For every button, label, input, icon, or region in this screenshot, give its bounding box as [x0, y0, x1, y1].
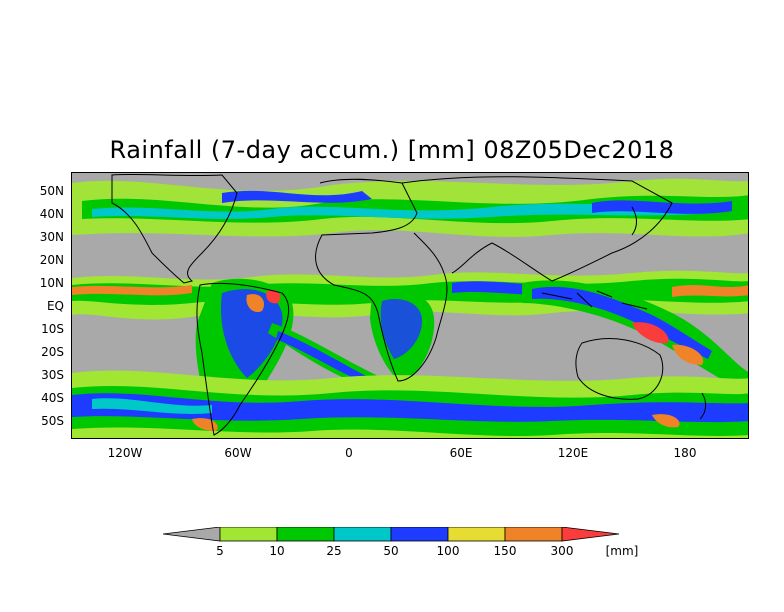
color-legend	[163, 527, 620, 542]
lat-label: 10S	[41, 322, 64, 336]
legend-swatch	[333, 527, 392, 542]
lat-label: 20N	[39, 253, 64, 267]
lon-label: 60E	[449, 446, 473, 460]
lat-label: 40N	[39, 207, 64, 221]
rainfall-field	[72, 173, 748, 438]
lat-label: EQ	[46, 299, 64, 313]
legend-swatch	[504, 527, 563, 542]
legend-label: 25	[326, 544, 342, 558]
legend-label: 300	[550, 544, 574, 558]
legend-label: 50	[383, 544, 399, 558]
legend-label: 5	[216, 544, 224, 558]
lat-label: 30S	[41, 368, 64, 382]
lon-label: 60W	[224, 446, 252, 460]
legend-swatch	[276, 527, 335, 542]
lon-label: 120E	[557, 446, 589, 460]
legend-unit: [mm]	[605, 544, 639, 558]
legend-swatch	[219, 527, 278, 542]
legend-swatch	[163, 527, 221, 542]
lat-label: 50N	[39, 184, 64, 198]
lat-label: 30N	[39, 230, 64, 244]
legend-swatch	[390, 527, 449, 542]
lon-label: 120W	[107, 446, 143, 460]
rainfall-map	[71, 172, 749, 439]
legend-swatch	[561, 527, 620, 542]
legend-label: 100	[436, 544, 460, 558]
map-title: Rainfall (7-day accum.) [mm] 08Z05Dec201…	[109, 136, 675, 164]
lon-label: 180	[673, 446, 697, 460]
legend-label: 150	[493, 544, 517, 558]
lat-label: 10N	[39, 276, 64, 290]
lon-label: 0	[345, 446, 353, 460]
legend-swatch	[447, 527, 506, 542]
lat-label: 40S	[41, 391, 64, 405]
legend-label: 10	[269, 544, 285, 558]
lat-label: 50S	[41, 414, 64, 428]
lat-label: 20S	[41, 345, 64, 359]
